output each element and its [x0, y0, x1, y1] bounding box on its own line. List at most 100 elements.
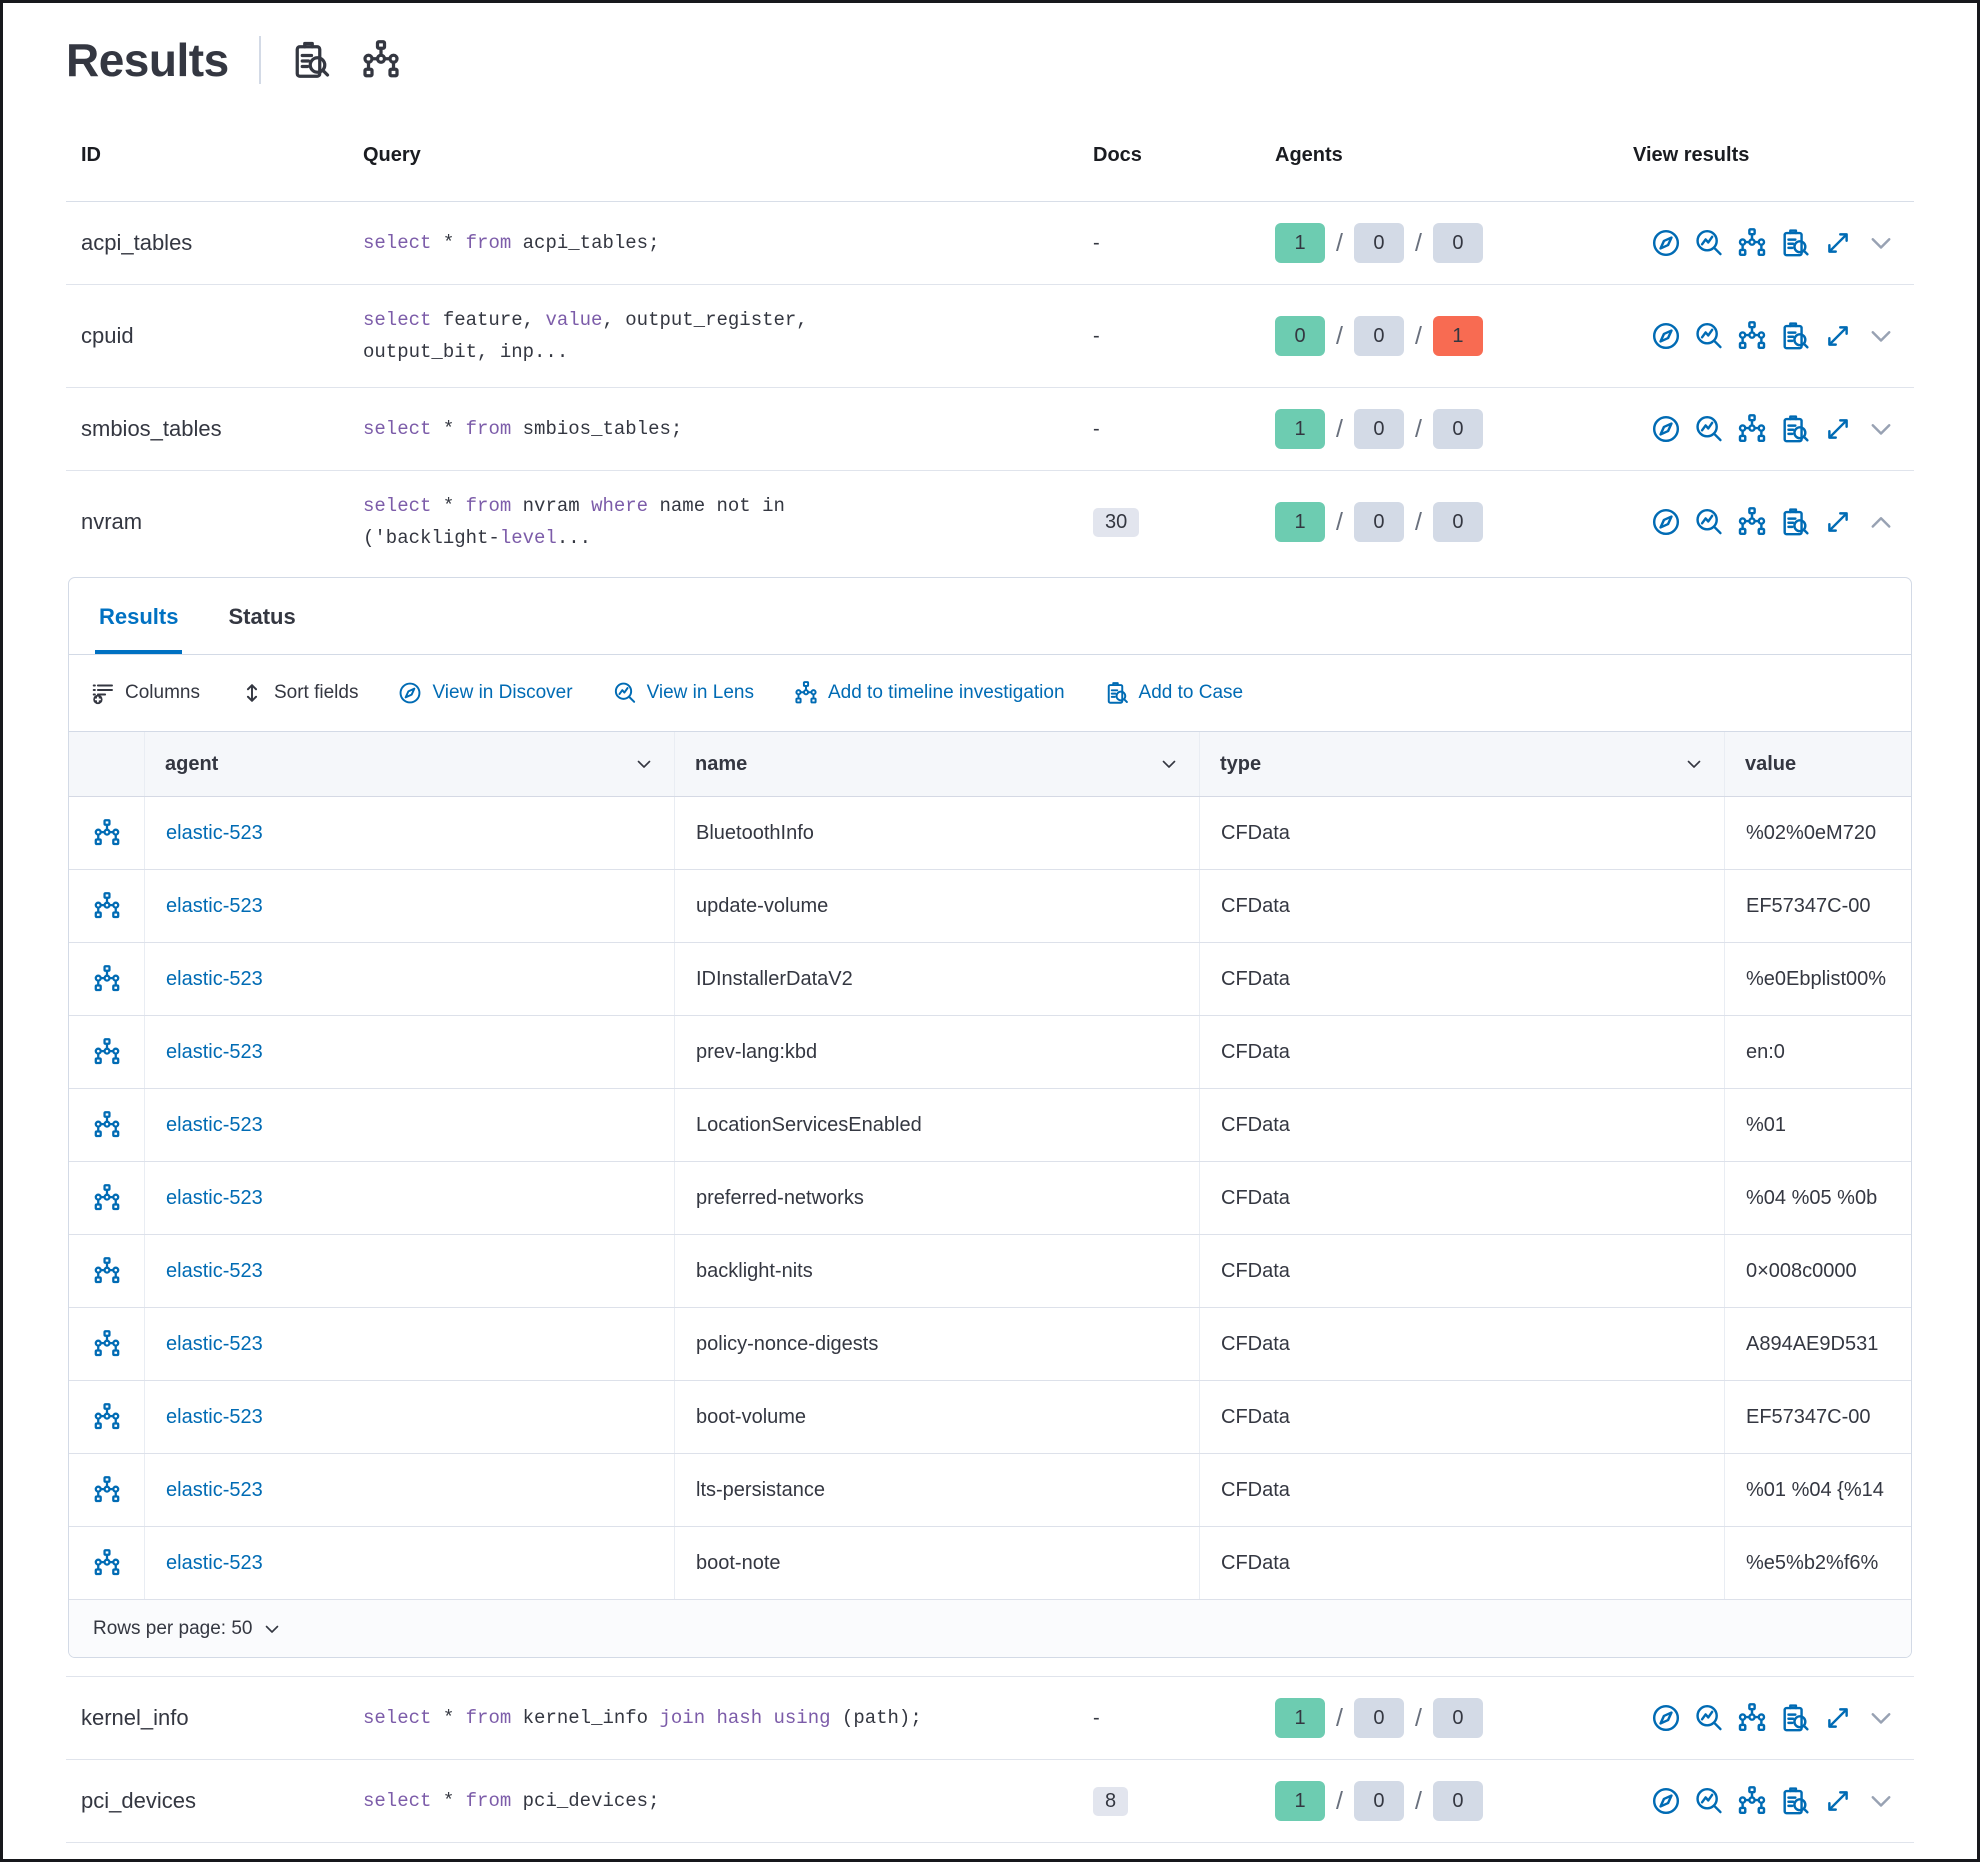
- grid-column-label: agent: [165, 752, 219, 775]
- lens-icon[interactable]: [1694, 1786, 1724, 1816]
- cell-value: %01 %04 {%14: [1746, 1478, 1884, 1501]
- toolbar-view-in-discover[interactable]: View in Discover: [398, 681, 573, 705]
- expand-icon[interactable]: [1823, 1786, 1853, 1816]
- node-tree-icon[interactable]: [361, 40, 401, 80]
- row-node-tree-icon[interactable]: [69, 1381, 145, 1453]
- toolbar-add-to-timeline-investigation[interactable]: Add to timeline investigation: [794, 681, 1065, 705]
- expand-row-chevron-down-icon[interactable]: [1866, 321, 1894, 351]
- row-node-tree-icon[interactable]: [69, 1016, 145, 1088]
- grid-column-header-agent[interactable]: agent: [145, 732, 675, 796]
- agent-link[interactable]: elastic-523: [166, 1040, 263, 1063]
- lens-icon[interactable]: [1694, 321, 1724, 351]
- cell-value: %e5%b2%f6%: [1746, 1551, 1879, 1574]
- row-node-tree-icon[interactable]: [69, 870, 145, 942]
- discover-icon[interactable]: [1651, 1786, 1681, 1816]
- agent-link[interactable]: elastic-523: [166, 1405, 263, 1428]
- agents-badge-default: 0: [1353, 1781, 1404, 1821]
- agents-badge-default: 0: [1432, 1698, 1483, 1738]
- grid-column-header-value[interactable]: value: [1725, 732, 1911, 796]
- row-node-tree-icon[interactable]: [69, 1527, 145, 1599]
- agent-link[interactable]: elastic-523: [166, 1478, 263, 1501]
- expand-icon[interactable]: [1823, 414, 1853, 444]
- query-id: smbios_tables: [81, 416, 222, 441]
- query-sql-line: select * from smbios_tables;: [363, 418, 683, 440]
- row-node-tree-icon[interactable]: [69, 1454, 145, 1526]
- agent-link[interactable]: elastic-523: [166, 1186, 263, 1209]
- agent-link[interactable]: elastic-523: [166, 1332, 263, 1355]
- expand-row-chevron-down-icon[interactable]: [1866, 1703, 1894, 1733]
- row-node-tree-icon[interactable]: [69, 1162, 145, 1234]
- cell-type: CFData: [1200, 1235, 1725, 1307]
- row-node-tree-icon[interactable]: [69, 797, 145, 869]
- toolbar-view-in-lens[interactable]: View in Lens: [613, 681, 754, 705]
- collapse-row-chevron-up-icon[interactable]: [1866, 507, 1894, 537]
- inspect-icon[interactable]: [1780, 228, 1810, 258]
- row-node-tree-icon[interactable]: [69, 1235, 145, 1307]
- rows-per-page-control[interactable]: Rows per page: 50: [69, 1600, 1911, 1657]
- grid-column-label: value: [1745, 752, 1797, 775]
- timeline-icon[interactable]: [1737, 1703, 1767, 1733]
- column-header-id: ID: [81, 143, 101, 166]
- discover-icon[interactable]: [1651, 414, 1681, 444]
- agents-badge-success: 0: [1275, 316, 1325, 356]
- agent-link[interactable]: elastic-523: [166, 894, 263, 917]
- queries-table-header: ID Query Docs Agents View results: [66, 109, 1914, 202]
- expand-icon[interactable]: [1823, 1703, 1853, 1733]
- cell-agent: elastic-523: [145, 1308, 675, 1380]
- inspect-icon[interactable]: [1780, 414, 1810, 444]
- inspect-icon[interactable]: [1780, 1786, 1810, 1816]
- expand-row-chevron-down-icon[interactable]: [1866, 414, 1894, 444]
- agent-link[interactable]: elastic-523: [166, 1113, 263, 1136]
- timeline-icon[interactable]: [1737, 414, 1767, 444]
- expand-icon[interactable]: [1823, 507, 1853, 537]
- row-node-tree-icon[interactable]: [69, 1308, 145, 1380]
- agent-link[interactable]: elastic-523: [166, 1259, 263, 1282]
- agent-link[interactable]: elastic-523: [166, 821, 263, 844]
- agent-link[interactable]: elastic-523: [166, 1551, 263, 1574]
- discover-icon[interactable]: [1651, 1703, 1681, 1733]
- toolbar-label: View in Discover: [432, 682, 573, 703]
- inspect-icon[interactable]: [1780, 1703, 1810, 1733]
- cell-name: preferred-networks: [675, 1162, 1200, 1234]
- timeline-icon[interactable]: [1737, 507, 1767, 537]
- row-node-tree-icon[interactable]: [69, 1089, 145, 1161]
- lens-icon[interactable]: [1694, 1703, 1724, 1733]
- expand-icon[interactable]: [1823, 228, 1853, 258]
- query-id: acpi_tables: [81, 230, 193, 255]
- toolbar-sort-fields[interactable]: Sort fields: [240, 681, 358, 705]
- view-results-actions: [1523, 1703, 1914, 1733]
- toolbar-columns[interactable]: Columns: [91, 681, 200, 705]
- toolbar-add-to-case[interactable]: Add to Case: [1105, 681, 1244, 705]
- expand-row-chevron-down-icon[interactable]: [1866, 228, 1894, 258]
- table-row: elastic-523 update-volume CFData EF57347C-0…: [69, 870, 1911, 943]
- toolbar-label: Add to Case: [1138, 682, 1244, 703]
- lens-icon[interactable]: [1694, 507, 1724, 537]
- lens-icon[interactable]: [1694, 414, 1724, 444]
- table-row: elastic-523 backlight-nits CFData 0×008c000…: [69, 1235, 1911, 1308]
- chevron-down-icon: [1684, 754, 1704, 774]
- agent-link[interactable]: elastic-523: [166, 967, 263, 990]
- grid-column-header-type[interactable]: type: [1200, 732, 1725, 796]
- timeline-icon[interactable]: [1737, 1786, 1767, 1816]
- inspect-icon[interactable]: [1780, 507, 1810, 537]
- timeline-icon[interactable]: [1737, 321, 1767, 351]
- column-header-query: Query: [363, 143, 421, 166]
- expand-row-chevron-down-icon[interactable]: [1866, 1786, 1894, 1816]
- discover-icon[interactable]: [1651, 321, 1681, 351]
- timeline-icon[interactable]: [1737, 228, 1767, 258]
- inspect-icon[interactable]: [1780, 321, 1810, 351]
- agents-status: 1 / 0 / 0: [1253, 502, 1523, 542]
- tab-results[interactable]: Results: [95, 578, 183, 654]
- query-row-kernel_info: kernel_info select * from kernel_info joi…: [66, 1676, 1914, 1760]
- agents-status: 1 / 0 / 0: [1253, 223, 1523, 263]
- discover-icon[interactable]: [1651, 507, 1681, 537]
- grid-column-header-name[interactable]: name: [675, 732, 1200, 796]
- tab-status[interactable]: Status: [224, 578, 299, 654]
- discover-icon[interactable]: [1651, 228, 1681, 258]
- lens-icon[interactable]: [1694, 228, 1724, 258]
- query-row-pci_devices: pci_devices select * from pci_devices; 8 1 /…: [66, 1760, 1914, 1843]
- row-node-tree-icon[interactable]: [69, 943, 145, 1015]
- inspect-icon[interactable]: [291, 40, 331, 80]
- cell-agent: elastic-523: [145, 1381, 675, 1453]
- expand-icon[interactable]: [1823, 321, 1853, 351]
